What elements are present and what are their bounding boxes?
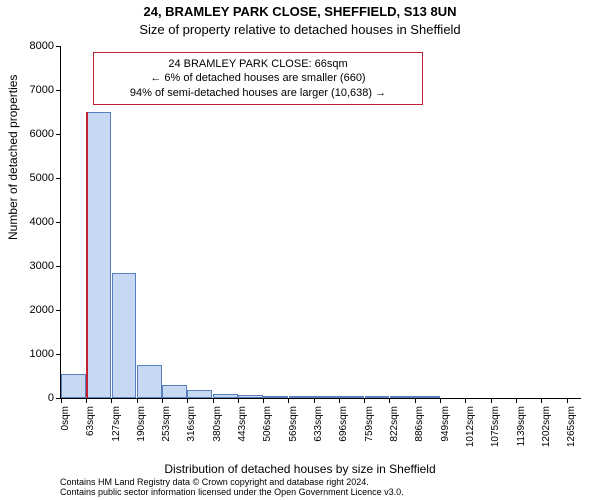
y-tick-label: 8000 <box>14 40 54 52</box>
histogram-bar <box>137 365 162 398</box>
x-tick-label: 380sqm <box>212 406 223 454</box>
y-tick-label: 3000 <box>14 260 54 272</box>
histogram-bar <box>415 396 440 398</box>
histogram-bar <box>213 394 238 398</box>
attribution-line-1: Contains HM Land Registry data © Crown c… <box>60 477 369 487</box>
y-tick-mark <box>56 134 61 135</box>
annotation-box: 24 BRAMLEY PARK CLOSE: 66sqm← 6% of deta… <box>93 52 423 105</box>
annotation-line-2: ← 6% of detached houses are smaller (660… <box>102 71 414 85</box>
y-tick-label: 2000 <box>14 304 54 316</box>
attribution-text: Contains HM Land Registry data © Crown c… <box>60 478 594 498</box>
x-tick-label: 63sqm <box>85 406 96 454</box>
x-tick-label: 949sqm <box>440 406 451 454</box>
histogram-bar <box>339 396 364 398</box>
histogram-bar <box>112 273 137 398</box>
x-tick-label: 1075sqm <box>490 406 501 454</box>
x-tick-label: 886sqm <box>414 406 425 454</box>
y-tick-mark <box>56 222 61 223</box>
histogram-bar <box>289 396 314 398</box>
x-tick-label: 253sqm <box>161 406 172 454</box>
histogram-bar <box>187 390 212 398</box>
x-tick-label: 316sqm <box>186 406 197 454</box>
histogram-bar <box>365 396 390 398</box>
x-tick-label: 633sqm <box>313 406 324 454</box>
histogram-bar <box>86 112 111 398</box>
y-tick-label: 5000 <box>14 172 54 184</box>
y-tick-label: 1000 <box>14 348 54 360</box>
histogram-plot: 24 BRAMLEY PARK CLOSE: 66sqm← 6% of deta… <box>60 46 581 399</box>
x-tick-mark <box>137 398 138 403</box>
x-tick-mark <box>567 398 568 403</box>
x-tick-label: 569sqm <box>288 406 299 454</box>
annotation-line-1: 24 BRAMLEY PARK CLOSE: 66sqm <box>102 57 414 71</box>
x-tick-label: 127sqm <box>111 406 122 454</box>
x-tick-mark <box>465 398 466 403</box>
x-tick-mark <box>213 398 214 403</box>
y-tick-mark <box>56 178 61 179</box>
x-tick-label: 1202sqm <box>541 406 552 454</box>
x-tick-label: 190sqm <box>136 406 147 454</box>
y-tick-label: 6000 <box>14 128 54 140</box>
x-tick-mark <box>415 398 416 403</box>
x-tick-mark <box>263 398 264 403</box>
x-tick-mark <box>61 398 62 403</box>
x-tick-label: 506sqm <box>262 406 273 454</box>
histogram-bar <box>238 395 263 398</box>
x-tick-mark <box>364 398 365 403</box>
x-tick-mark <box>162 398 163 403</box>
y-tick-mark <box>56 46 61 47</box>
x-tick-mark <box>339 398 340 403</box>
y-tick-label: 4000 <box>14 216 54 228</box>
x-tick-label: 696sqm <box>338 406 349 454</box>
chart-title-sub: Size of property relative to detached ho… <box>0 22 600 37</box>
y-tick-label: 7000 <box>14 84 54 96</box>
x-tick-label: 822sqm <box>389 406 400 454</box>
attribution-line-2: Contains public sector information licen… <box>60 487 404 497</box>
x-tick-mark <box>491 398 492 403</box>
histogram-bar <box>61 374 86 398</box>
x-tick-label: 1012sqm <box>465 406 476 454</box>
histogram-bar <box>263 396 288 398</box>
x-tick-label: 0sqm <box>60 406 71 454</box>
x-tick-mark <box>288 398 289 403</box>
x-tick-label: 759sqm <box>364 406 375 454</box>
x-tick-mark <box>86 398 87 403</box>
histogram-bar <box>390 396 415 398</box>
x-tick-mark <box>541 398 542 403</box>
y-tick-mark <box>56 310 61 311</box>
x-tick-label: 1265sqm <box>566 406 577 454</box>
y-tick-mark <box>56 90 61 91</box>
y-tick-mark <box>56 354 61 355</box>
x-tick-mark <box>111 398 112 403</box>
histogram-bar <box>162 385 187 398</box>
histogram-bar <box>314 396 339 398</box>
x-tick-mark <box>238 398 239 403</box>
page: 24, BRAMLEY PARK CLOSE, SHEFFIELD, S13 8… <box>0 0 600 500</box>
x-tick-mark <box>516 398 517 403</box>
x-tick-mark <box>389 398 390 403</box>
x-tick-mark <box>187 398 188 403</box>
x-tick-label: 443sqm <box>237 406 248 454</box>
x-tick-mark <box>440 398 441 403</box>
annotation-line-3: 94% of semi-detached houses are larger (… <box>102 86 414 100</box>
y-tick-mark <box>56 266 61 267</box>
property-marker-line <box>86 112 88 398</box>
x-axis-label: Distribution of detached houses by size … <box>0 462 600 476</box>
y-tick-label: 0 <box>14 392 54 404</box>
x-tick-mark <box>314 398 315 403</box>
chart-title-main: 24, BRAMLEY PARK CLOSE, SHEFFIELD, S13 8… <box>0 4 600 19</box>
x-tick-label: 1139sqm <box>516 406 527 454</box>
